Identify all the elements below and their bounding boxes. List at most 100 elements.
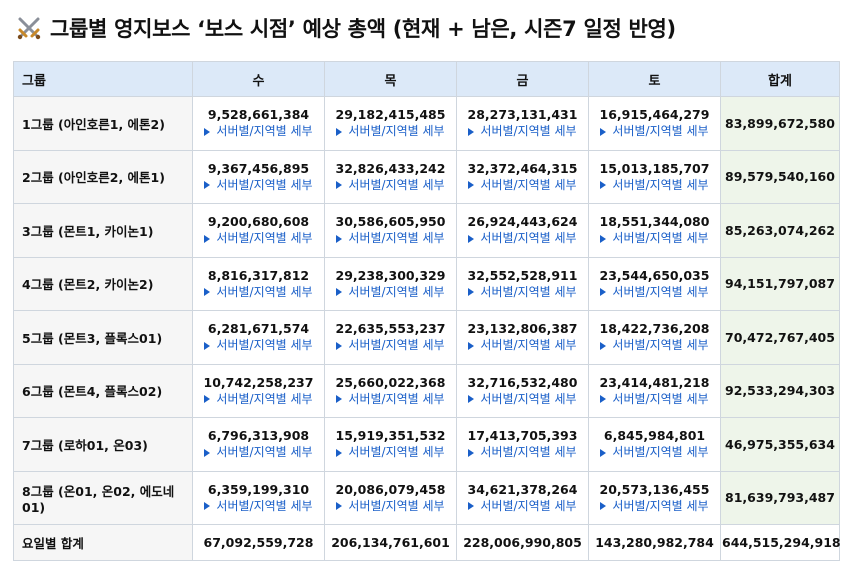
detail-toggle[interactable]: 서버별/지역별 세부 xyxy=(336,444,445,461)
detail-toggle[interactable]: 서버별/지역별 세부 xyxy=(600,230,709,247)
amount-value: 10,742,258,237 xyxy=(203,374,314,390)
detail-toggle[interactable]: 서버별/지역별 세부 xyxy=(336,337,445,354)
amount-cell-thu: 22,635,553,237 서버별/지역별 세부 xyxy=(324,310,457,365)
detail-toggle-label: 서버별/지역별 세부 xyxy=(216,498,313,513)
group-total-table: 그룹 수 목 금 토 합계 1그룹 (아인호른1, 에톤2) 9,528,661,… xyxy=(13,61,841,561)
amount-cell-wed: 9,200,680,608 서버별/지역별 세부 xyxy=(192,203,325,258)
triangle-right-icon xyxy=(204,341,211,350)
detail-toggle[interactable]: 서버별/지역별 세부 xyxy=(336,177,445,194)
row-total: 94,151,797,087 xyxy=(720,256,840,311)
detail-toggle-label: 서버별/지역별 세부 xyxy=(348,177,445,192)
triangle-right-icon xyxy=(336,234,343,243)
detail-toggle[interactable]: 서버별/지역별 세부 xyxy=(336,123,445,140)
triangle-right-icon xyxy=(336,341,343,350)
amount-value: 25,660,022,368 xyxy=(335,374,446,390)
amount-cell-fri: 28,273,131,431 서버별/지역별 세부 xyxy=(456,96,589,151)
detail-toggle[interactable]: 서버별/지역별 세부 xyxy=(336,498,445,515)
table-row: 6그룹 (몬트4, 플록스02) 10,742,258,237 서버별/지역별 세부… xyxy=(13,363,840,418)
detail-toggle[interactable]: 서버별/지역별 세부 xyxy=(204,498,313,515)
amount-value: 32,552,528,911 xyxy=(467,267,578,283)
detail-toggle[interactable]: 서버별/지역별 세부 xyxy=(600,444,709,461)
detail-toggle-label: 서버별/지역별 세부 xyxy=(612,498,709,513)
triangle-right-icon xyxy=(600,395,607,404)
header-group: 그룹 xyxy=(13,61,193,97)
detail-toggle[interactable]: 서버별/지역별 세부 xyxy=(336,284,445,301)
triangle-right-icon xyxy=(336,502,343,511)
amount-value: 20,573,136,455 xyxy=(599,481,710,497)
amount-value: 23,544,650,035 xyxy=(599,267,710,283)
detail-toggle[interactable]: 서버별/지역별 세부 xyxy=(600,391,709,408)
triangle-right-icon xyxy=(204,288,211,297)
amount-value: 32,372,464,315 xyxy=(467,160,578,176)
group-label: 3그룹 (몬트1, 카이논1) xyxy=(13,203,193,258)
detail-toggle[interactable]: 서버별/지역별 세부 xyxy=(468,230,577,247)
amount-cell-fri: 32,372,464,315 서버별/지역별 세부 xyxy=(456,149,589,204)
triangle-right-icon xyxy=(600,341,607,350)
detail-toggle[interactable]: 서버별/지역별 세부 xyxy=(204,391,313,408)
detail-toggle[interactable]: 서버별/지역별 세부 xyxy=(468,444,577,461)
detail-toggle[interactable]: 서버별/지역별 세부 xyxy=(468,123,577,140)
amount-cell-thu: 25,660,022,368 서버별/지역별 세부 xyxy=(324,363,457,418)
detail-toggle[interactable]: 서버별/지역별 세부 xyxy=(336,391,445,408)
detail-toggle[interactable]: 서버별/지역별 세부 xyxy=(600,177,709,194)
detail-toggle-label: 서버별/지역별 세부 xyxy=(348,231,445,246)
detail-toggle-label: 서버별/지역별 세부 xyxy=(480,445,577,460)
amount-value: 26,924,443,624 xyxy=(467,214,578,230)
detail-toggle-label: 서버별/지역별 세부 xyxy=(612,338,709,353)
amount-value: 9,528,661,384 xyxy=(207,107,310,123)
amount-value: 6,359,199,310 xyxy=(207,481,310,497)
footer-grand-total: 644,515,294,918 xyxy=(720,524,841,561)
detail-toggle[interactable]: 서버별/지역별 세부 xyxy=(468,284,577,301)
detail-toggle[interactable]: 서버별/지역별 세부 xyxy=(204,123,313,140)
detail-toggle[interactable]: 서버별/지역별 세부 xyxy=(336,230,445,247)
detail-toggle-label: 서버별/지역별 세부 xyxy=(216,177,313,192)
amount-value: 16,915,464,279 xyxy=(599,107,710,123)
detail-toggle[interactable]: 서버별/지역별 세부 xyxy=(600,284,709,301)
table-row: 7그룹 (로하01, 온03) 6,796,313,908 서버별/지역별 세부 15… xyxy=(13,417,840,472)
detail-toggle-label: 서버별/지역별 세부 xyxy=(612,231,709,246)
header-sat: 토 xyxy=(588,61,721,97)
crossed-swords-icon xyxy=(16,15,42,41)
detail-toggle[interactable]: 서버별/지역별 세부 xyxy=(600,123,709,140)
triangle-right-icon xyxy=(600,288,607,297)
amount-cell-wed: 6,281,671,574 서버별/지역별 세부 xyxy=(192,310,325,365)
triangle-right-icon xyxy=(600,448,607,457)
triangle-right-icon xyxy=(468,181,475,190)
amount-value: 6,281,671,574 xyxy=(207,321,310,337)
detail-toggle[interactable]: 서버별/지역별 세부 xyxy=(204,230,313,247)
triangle-right-icon xyxy=(468,288,475,297)
triangle-right-icon xyxy=(204,502,211,511)
detail-toggle[interactable]: 서버별/지역별 세부 xyxy=(600,337,709,354)
detail-toggle-label: 서버별/지역별 세부 xyxy=(480,284,577,299)
amount-value: 30,586,605,950 xyxy=(335,214,446,230)
amount-value: 18,422,736,208 xyxy=(599,321,710,337)
header-thu: 목 xyxy=(324,61,457,97)
detail-toggle[interactable]: 서버별/지역별 세부 xyxy=(468,177,577,194)
detail-toggle[interactable]: 서버별/지역별 세부 xyxy=(468,498,577,515)
detail-toggle-label: 서버별/지역별 세부 xyxy=(348,445,445,460)
detail-toggle[interactable]: 서버별/지역별 세부 xyxy=(468,391,577,408)
amount-value: 15,013,185,707 xyxy=(599,160,710,176)
triangle-right-icon xyxy=(336,288,343,297)
amount-value: 29,182,415,485 xyxy=(335,107,446,123)
header-total: 합계 xyxy=(720,61,840,97)
detail-toggle[interactable]: 서버별/지역별 세부 xyxy=(600,498,709,515)
detail-toggle[interactable]: 서버별/지역별 세부 xyxy=(204,337,313,354)
amount-value: 23,132,806,387 xyxy=(467,321,578,337)
amount-cell-wed: 9,367,456,895 서버별/지역별 세부 xyxy=(192,149,325,204)
triangle-right-icon xyxy=(204,234,211,243)
detail-toggle[interactable]: 서버별/지역별 세부 xyxy=(204,284,313,301)
detail-toggle-label: 서버별/지역별 세부 xyxy=(348,338,445,353)
detail-toggle[interactable]: 서버별/지역별 세부 xyxy=(204,177,313,194)
amount-cell-thu: 32,826,433,242 서버별/지역별 세부 xyxy=(324,149,457,204)
group-label: 7그룹 (로하01, 온03) xyxy=(13,417,193,472)
amount-cell-wed: 9,528,661,384 서버별/지역별 세부 xyxy=(192,96,325,151)
amount-cell-sat: 18,422,736,208 서버별/지역별 세부 xyxy=(588,310,721,365)
detail-toggle[interactable]: 서버별/지역별 세부 xyxy=(204,444,313,461)
detail-toggle[interactable]: 서버별/지역별 세부 xyxy=(468,337,577,354)
page-title-bar: 그룹별 영지보스 ‘보스 시점’ 예상 총액 (현재 + 남은, 시즌7 일정 … xyxy=(16,10,676,46)
detail-toggle-label: 서버별/지역별 세부 xyxy=(216,391,313,406)
group-label: 4그룹 (몬트2, 카이논2) xyxy=(13,256,193,311)
amount-value: 9,367,456,895 xyxy=(207,160,310,176)
triangle-right-icon xyxy=(204,448,211,457)
